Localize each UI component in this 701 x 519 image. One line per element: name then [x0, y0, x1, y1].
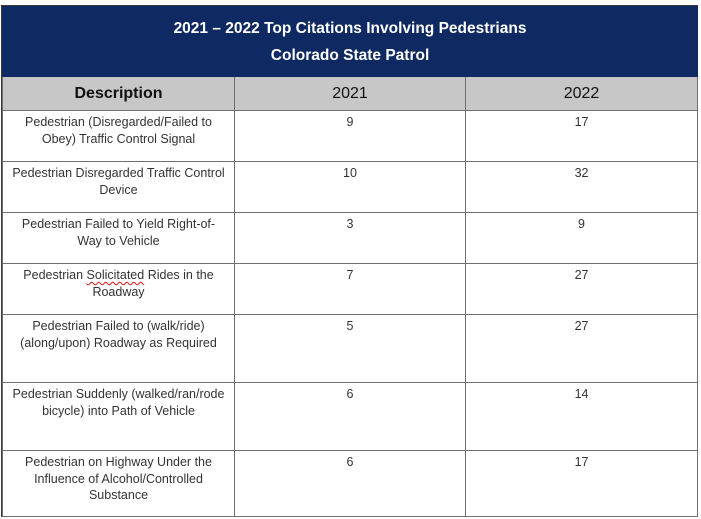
spellcheck-flagged-word: Solicitated: [86, 268, 145, 282]
row-value-2021: 10: [234, 161, 466, 213]
row-value-2022: 32: [464, 161, 699, 213]
table-row: Pedestrian on Highway Under the Influenc…: [2, 450, 699, 517]
row-value-2022: 14: [464, 382, 699, 451]
row-description: Pedestrian on Highway Under the Influenc…: [2, 450, 235, 517]
header-row: Description 2021 2022: [2, 76, 699, 111]
table-row: Pedestrian Suddenly (walked/ran/rode bic…: [2, 382, 699, 451]
row-description: Pedestrian Failed to (walk/ride) (along/…: [2, 314, 235, 383]
row-description: Pedestrian Failed to Yield Right-of-Way …: [2, 212, 235, 264]
column-header-2021: 2021: [234, 76, 466, 111]
row-value-2021: 3: [234, 212, 466, 264]
row-description-start: Pedestrian: [23, 268, 87, 282]
row-description: Pedestrian (Disregarded/Failed to Obey) …: [2, 110, 235, 162]
row-value-2022: 9: [464, 212, 699, 264]
table-title: 2021 – 2022 Top Citations Involving Pede…: [1, 6, 699, 77]
row-value-2022: 27: [464, 263, 699, 315]
column-header-description: Description: [2, 76, 235, 111]
row-value-2022: 27: [464, 314, 699, 383]
row-value-2022: 17: [464, 110, 699, 162]
table-title-line-2: Colorado State Patrol: [270, 46, 430, 64]
citations-table: 2021 – 2022 Top Citations Involving Pede…: [1, 6, 699, 517]
row-value-2022: 17: [464, 450, 699, 517]
row-value-2021: 5: [234, 314, 466, 383]
row-description-end: Rides in the Roadway: [92, 268, 214, 299]
table-row: Pedestrian Failed to Yield Right-of-Way …: [2, 212, 699, 264]
row-value-2021: 9: [234, 110, 466, 162]
table-row: Pedestrian Solicitated Rides in the Road…: [2, 263, 699, 315]
row-value-2021: 6: [234, 450, 466, 517]
table-title-line-1: 2021 – 2022 Top Citations Involving Pede…: [173, 19, 527, 37]
column-header-2022: 2022: [464, 76, 699, 111]
title-row: 2021 – 2022 Top Citations Involving Pede…: [1, 6, 699, 77]
table-row: Pedestrian Failed to (walk/ride) (along/…: [2, 314, 699, 383]
row-description: Pedestrian Suddenly (walked/ran/rode bic…: [2, 382, 235, 451]
table-row: Pedestrian (Disregarded/Failed to Obey) …: [2, 110, 699, 162]
row-value-2021: 6: [234, 382, 466, 451]
row-description: Pedestrian Disregarded Traffic Control D…: [2, 161, 235, 213]
row-value-2021: 7: [234, 263, 466, 315]
row-description: Pedestrian Solicitated Rides in the Road…: [2, 263, 235, 315]
citations-table-frame: 2021 – 2022 Top Citations Involving Pede…: [1, 5, 699, 517]
table-row: Pedestrian Disregarded Traffic Control D…: [2, 161, 699, 213]
